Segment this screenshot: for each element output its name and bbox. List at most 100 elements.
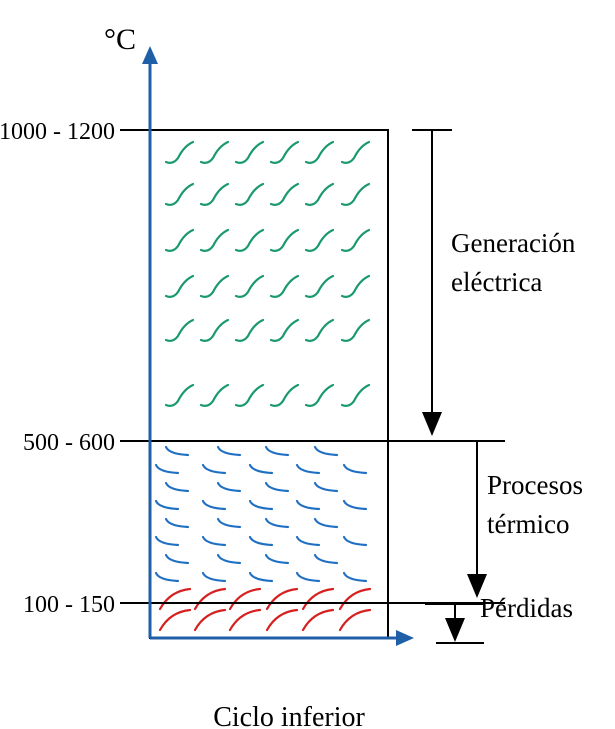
thermal-mark [313,517,339,529]
thermal-mark [295,463,321,475]
losses-mark [338,587,372,611]
thermal-mark [216,553,242,565]
losses-mark [193,608,227,632]
thermal-mark [216,445,242,457]
thermal-mark [248,571,274,583]
thermal-mark [154,571,180,583]
generation-bracket [412,129,452,436]
generation-mark [340,228,371,252]
thermal-mark [216,517,242,529]
thermal-mark [342,463,368,475]
thermal-mark [164,553,190,565]
losses-mark [338,608,372,632]
thermal-bracket [455,440,500,598]
thermal-mark [154,499,180,511]
thermal-mark [248,499,274,511]
level-label-low: 100 - 150 [23,592,115,618]
thermal-pattern [154,445,368,583]
thermal-mark [164,445,190,457]
generation-mark [340,274,371,298]
generation-mark [269,182,300,206]
thermal-mark [264,517,290,529]
generation-pattern [164,140,371,407]
x-axis-arrowhead [396,630,414,646]
generation-mark [164,228,195,252]
generation-mark [234,274,265,298]
generation-mark [304,182,335,206]
thermal-mark [248,463,274,475]
thermal-mark [201,535,227,547]
thermal-mark [313,481,339,493]
generation-mark [164,383,195,407]
generation-mark [269,140,300,164]
generation-mark [304,140,335,164]
generation-mark [340,383,371,407]
generation-mark [304,318,335,342]
losses-mark [158,608,192,632]
generation-mark [164,182,195,206]
thermal-mark [201,463,227,475]
thermal-mark [313,445,339,457]
generation-mark [269,228,300,252]
thermal-mark [342,499,368,511]
thermal-mark [342,535,368,547]
thermal-mark [164,481,190,493]
thermal-mark [313,553,339,565]
generation-mark [234,140,265,164]
thermal-mark [264,445,290,457]
losses-mark [301,587,335,611]
generation-mark [199,318,230,342]
losses-mark [228,608,262,632]
stage-label-thermal-line1: Procesos [487,470,583,500]
losses-bracket [425,603,485,644]
thermal-mark [264,481,290,493]
generation-mark [164,140,195,164]
losses-mark [193,587,227,611]
losses-mark [265,587,299,611]
thermal-mark [295,535,321,547]
generation-mark [304,383,335,407]
generation-mark [234,383,265,407]
thermal-mark [295,499,321,511]
generation-mark [199,140,230,164]
losses-pattern [158,587,372,632]
losses-mark [158,587,192,611]
losses-mark [265,608,299,632]
unit-label: °C [104,23,136,56]
thermal-mark [248,535,274,547]
generation-mark [199,274,230,298]
generation-mark [269,318,300,342]
generation-mark [304,228,335,252]
generation-mark [340,318,371,342]
generation-mark [269,383,300,407]
generation-mark [199,228,230,252]
thermal-mark [264,553,290,565]
thermal-mark [164,517,190,529]
generation-mark [199,383,230,407]
losses-mark [301,608,335,632]
generation-mark [164,318,195,342]
generation-mark [269,274,300,298]
generation-mark [199,182,230,206]
stage-label-thermal-line2: térmico [487,509,569,539]
thermal-mark [201,499,227,511]
generation-mark [340,140,371,164]
generation-mark [340,182,371,206]
stage-label-generation-line1: Generación [451,228,576,258]
losses-mark [228,587,262,611]
thermal-mark [201,571,227,583]
generation-mark [234,318,265,342]
generation-mark [304,274,335,298]
generation-mark [234,182,265,206]
thermal-mark [154,535,180,547]
thermal-mark [216,481,242,493]
generation-mark [234,228,265,252]
stage-label-losses: Pérdidas [480,593,573,623]
thermal-mark [295,571,321,583]
thermal-mark [342,571,368,583]
stage-label-generation-line2: eléctrica [451,267,542,297]
generation-mark [164,274,195,298]
level-label-top: 1000 - 1200 [0,119,115,145]
caption: Ciclo inferior [213,702,365,729]
